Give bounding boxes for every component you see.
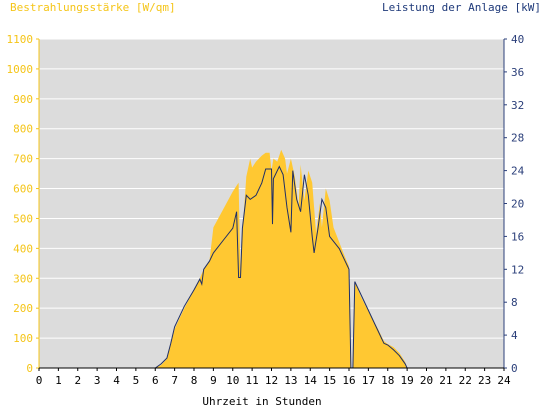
- x-tick-label: 16: [342, 374, 355, 387]
- left-axis-ticks: 0 100 200 300 400 500 600 700 800 900 1000 1100: [7, 33, 39, 375]
- x-tick-label: 1: [55, 374, 62, 387]
- x-tick-label: 17: [362, 374, 375, 387]
- left-tick-label: 700: [13, 153, 33, 166]
- x-tick-label: 24: [497, 374, 511, 387]
- right-tick-label: 20: [511, 198, 524, 211]
- irradiance-area: [39, 149, 504, 368]
- right-axis-title: Leistung der Anlage [kW]: [382, 1, 541, 14]
- x-tick-label: 5: [133, 374, 140, 387]
- right-tick-label: 4: [511, 329, 518, 342]
- left-tick-label: 900: [13, 93, 33, 106]
- left-tick-label: 400: [13, 242, 33, 255]
- x-tick-label: 20: [420, 374, 433, 387]
- right-tick-label: 32: [511, 99, 524, 112]
- x-tick-label: 7: [171, 374, 178, 387]
- x-tick-label: 10: [226, 374, 239, 387]
- x-tick-label: 12: [265, 374, 278, 387]
- left-tick-label: 800: [13, 123, 33, 136]
- x-tick-label: 13: [284, 374, 297, 387]
- left-tick-label: 600: [13, 183, 33, 196]
- left-tick-label: 1100: [7, 33, 34, 46]
- left-tick-label: 1000: [7, 63, 34, 76]
- right-tick-label: 12: [511, 263, 524, 276]
- x-tick-label: 19: [401, 374, 414, 387]
- x-tick-label: 14: [304, 374, 318, 387]
- x-tick-label: 3: [94, 374, 101, 387]
- x-tick-label: 23: [478, 374, 491, 387]
- x-tick-label: 8: [191, 374, 198, 387]
- right-tick-label: 24: [511, 165, 525, 178]
- x-tick-label: 9: [210, 374, 217, 387]
- x-tick-label: 6: [152, 374, 159, 387]
- left-axis-title: Bestrahlungsstärke [W/qm]: [10, 1, 176, 14]
- left-tick-label: 0: [26, 362, 33, 375]
- x-tick-label: 2: [74, 374, 81, 387]
- x-tick-label: 18: [381, 374, 394, 387]
- left-tick-label: 300: [13, 272, 33, 285]
- x-tick-label: 0: [36, 374, 43, 387]
- right-tick-label: 36: [511, 66, 524, 79]
- left-tick-label: 500: [13, 212, 33, 225]
- left-tick-label: 100: [13, 332, 33, 345]
- right-axis-ticks: 0 4 8 12 16 20 24 28 32 36 40: [504, 33, 525, 375]
- x-tick-label: 11: [246, 374, 259, 387]
- x-tick-label: 22: [459, 374, 472, 387]
- x-tick-label: 4: [113, 374, 120, 387]
- right-tick-label: 16: [511, 230, 524, 243]
- x-axis-ticks: 0 1 2 3 4 5 6 7 8 9 10 11 12 13 14 15 16 17 18 19 20 21 22 23 24: [36, 368, 511, 387]
- x-axis-label: Uhrzeit in Stunden: [202, 395, 321, 408]
- left-tick-label: 200: [13, 302, 33, 315]
- power-line: [39, 165, 504, 369]
- x-tick-label: 21: [439, 374, 452, 387]
- right-tick-label: 28: [511, 132, 524, 145]
- right-tick-label: 40: [511, 33, 524, 46]
- right-tick-label: 0: [511, 362, 518, 375]
- right-tick-label: 8: [511, 296, 518, 309]
- x-tick-label: 15: [323, 374, 336, 387]
